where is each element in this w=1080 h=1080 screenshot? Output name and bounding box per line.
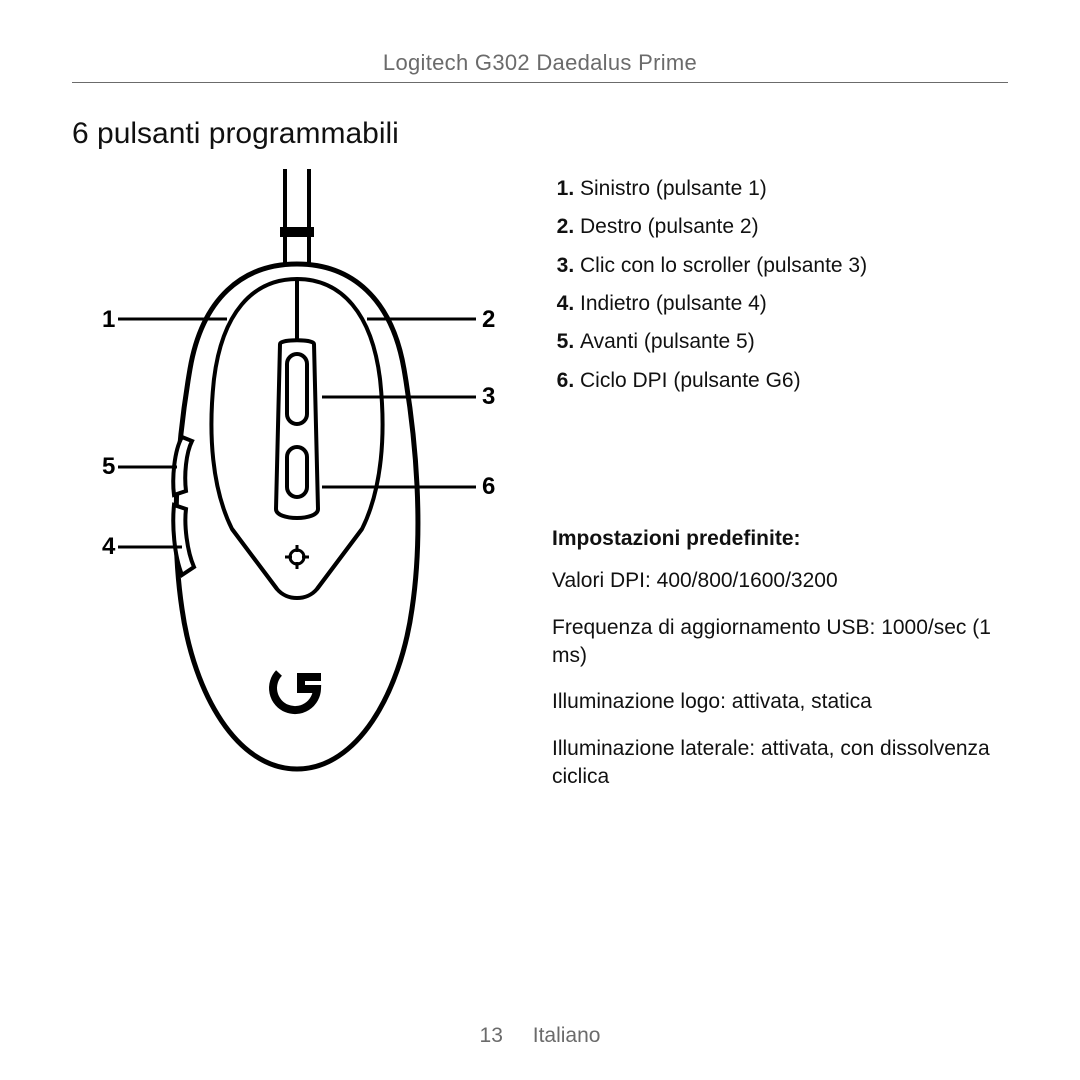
svg-text:4: 4	[102, 533, 116, 560]
settings-heading: Impostazioni predefinite:	[552, 525, 1008, 553]
svg-text:6: 6	[482, 473, 495, 500]
dpi-button	[287, 447, 307, 497]
text-column: Sinistro (pulsante 1) Destro (pulsante 2…	[532, 169, 1008, 809]
list-item: Ciclo DPI (pulsante G6)	[580, 367, 1008, 395]
setting-line: Frequenza di aggiornamento USB: 1000/sec…	[552, 614, 1008, 671]
product-name: Logitech G302 Daedalus Prime	[383, 50, 697, 82]
section-title: 6 pulsanti programmabili	[72, 117, 1008, 151]
manual-page: Logitech G302 Daedalus Prime 6 pulsanti …	[0, 0, 1080, 1080]
page-language: Italiano	[533, 1024, 601, 1047]
svg-text:5: 5	[102, 453, 115, 480]
setting-line: Illuminazione logo: attivata, statica	[552, 688, 1008, 716]
svg-text:1: 1	[102, 306, 115, 333]
list-item: Clic con lo scroller (pulsante 3)	[580, 252, 1008, 280]
svg-text:3: 3	[482, 383, 495, 410]
list-item: Indietro (pulsante 4)	[580, 290, 1008, 318]
page-number: 13	[480, 1024, 503, 1047]
diagram-column: 1 2 3 5 6 4	[72, 169, 532, 809]
setting-line: Illuminazione laterale: attivata, con di…	[552, 735, 1008, 792]
list-item: Destro (pulsante 2)	[580, 213, 1008, 241]
setting-line: Valori DPI: 400/800/1600/3200	[552, 567, 1008, 595]
list-item: Sinistro (pulsante 1)	[580, 175, 1008, 203]
page-header: Logitech G302 Daedalus Prime	[72, 50, 1008, 83]
page-footer: 13 Italiano	[0, 1024, 1080, 1048]
svg-text:2: 2	[482, 306, 495, 333]
content-row: 1 2 3 5 6 4 Sinistro (pulsante 1) Destro (pul…	[72, 169, 1008, 809]
header-rule	[72, 82, 1008, 83]
button-list: Sinistro (pulsante 1) Destro (pulsante 2…	[552, 175, 1008, 395]
mouse-diagram: 1 2 3 5 6 4	[82, 169, 522, 809]
list-item: Avanti (pulsante 5)	[580, 328, 1008, 356]
scroll-wheel	[287, 354, 307, 424]
